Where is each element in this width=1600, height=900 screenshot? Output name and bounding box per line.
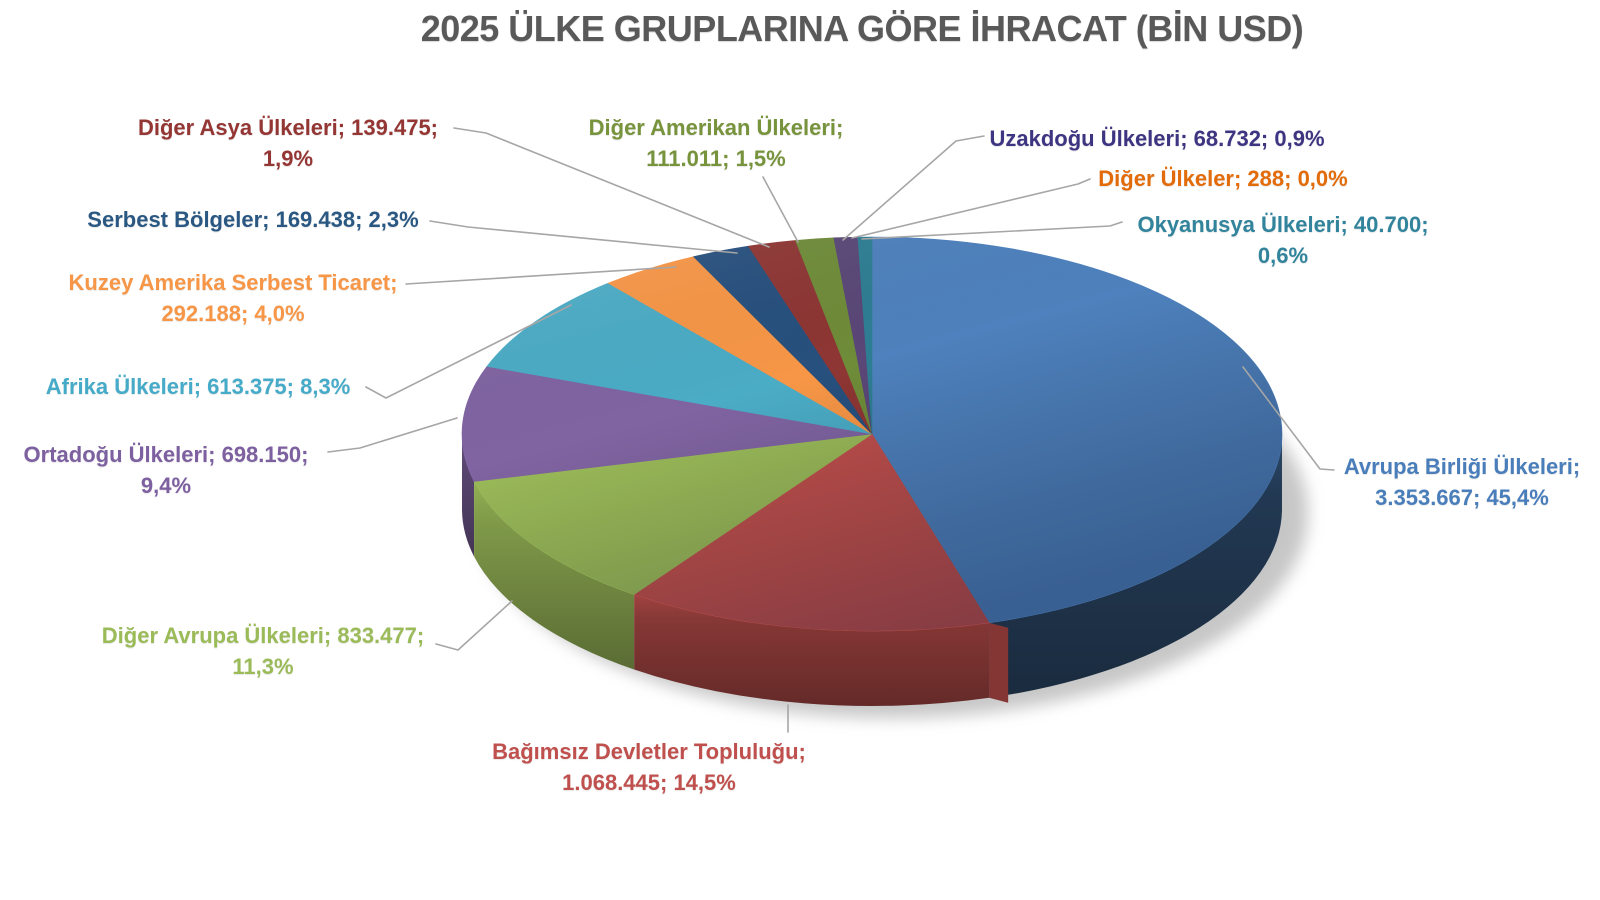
label-afrika-ulkeleri: Afrika Ülkeleri; 613.375; 8,3% xyxy=(46,371,351,402)
label-line: Bağımsız Devletler Topluluğu; xyxy=(492,739,806,764)
leader-line-ortadogu-ulkeleri xyxy=(327,417,458,453)
leader-line-uzakdogu-ulkeleri xyxy=(842,135,985,241)
label-line: 3.353.667; 45,4% xyxy=(1375,485,1549,510)
label-line: 111.011; 1,5% xyxy=(646,146,786,171)
leader-line-diger-amerikan-ulkeleri xyxy=(762,176,799,243)
leader-line-okyanusya-ulkeleri xyxy=(861,221,1123,240)
label-line: Ortadoğu Ülkeleri; 698.150; xyxy=(23,442,309,467)
label-line: 11,3% xyxy=(232,654,294,679)
label-line: Kuzey Amerika Serbest Ticaret; xyxy=(68,270,398,295)
label-kuzey-amerika-serbest-ticaret: Kuzey Amerika Serbest Ticaret; 292.188; 4… xyxy=(69,267,398,329)
leader-line-diger-asya-ulkeleri xyxy=(453,127,770,248)
label-line: Afrika Ülkeleri; 613.375; 8,3% xyxy=(45,374,351,399)
leader-line-serbest-bolgeler xyxy=(429,220,738,254)
label-line: 1,9% xyxy=(262,146,314,171)
label-line: Diğer Asya Ülkeleri; 139.475; xyxy=(137,115,439,140)
label-bagimsiz-devletler-toplulugu: Bağımsız Devletler Topluluğu; 1.068.445; … xyxy=(492,736,806,798)
label-line: Okyanusya Ülkeleri; 40.700; xyxy=(1137,212,1429,237)
leader-line-avrupa-birligi-ulkeleri xyxy=(1242,366,1335,471)
label-line: 9,4% xyxy=(140,473,192,498)
label-line: Uzakdoğu Ülkeleri; 68.732; 0,9% xyxy=(989,126,1325,151)
label-avrupa-birligi-ulkeleri: Avrupa Birliği Ülkeleri; 3.353.667; 45,4% xyxy=(1344,451,1580,513)
label-diger-ulkeler: Diğer Ülkeler; 288; 0,0% xyxy=(1098,163,1347,194)
label-diger-avrupa-ulkeleri: Diğer Avrupa Ülkeleri; 833.477; 11,3% xyxy=(102,620,424,682)
label-line: Diğer Ülkeler; 288; 0,0% xyxy=(1098,166,1348,191)
label-line: Serbest Bölgeler; 169.438; 2,3% xyxy=(87,207,419,232)
label-line: Avrupa Birliği Ülkeleri; xyxy=(1343,454,1581,479)
pie-slice-side-avrupa-birligi-ulkeleri xyxy=(989,435,1282,698)
label-line: 0,6% xyxy=(1257,243,1309,268)
label-serbest-bolgeler: Serbest Bölgeler; 169.438; 2,3% xyxy=(87,204,418,235)
leader-line-diger-ulkeler xyxy=(851,178,1091,239)
chart-title: 2025 ÜLKE GRUPLARINA GÖRE İHRACAT (BİN U… xyxy=(420,8,1304,49)
label-ortadogu-ulkeleri: Ortadoğu Ülkeleri; 698.150; 9,4% xyxy=(24,439,309,501)
pie-slice-radial-wall-bagimsiz-devletler-toplulugu xyxy=(989,622,1009,703)
label-diger-amerikan-ulkeleri: Diğer Amerikan Ülkeleri; 111.011; 1,5% xyxy=(589,112,844,174)
label-line: 1.068.445; 14,5% xyxy=(562,770,736,795)
leader-line-kuzey-amerika-serbest-ticaret xyxy=(405,266,677,285)
label-line: 292.188; 4,0% xyxy=(161,301,305,326)
leader-line-diger-avrupa-ulkeleri xyxy=(435,600,513,651)
label-okyanusya-ulkeleri: Okyanusya Ülkeleri; 40.700; 0,6% xyxy=(1137,209,1428,271)
label-diger-asya-ulkeleri: Diğer Asya Ülkeleri; 139.475; 1,9% xyxy=(138,112,438,174)
label-uzakdogu-ulkeleri: Uzakdoğu Ülkeleri; 68.732; 0,9% xyxy=(989,123,1324,154)
leader-line-afrika-ulkeleri xyxy=(365,304,572,399)
label-line: Diğer Amerikan Ülkeleri; xyxy=(588,115,844,140)
label-line: Diğer Avrupa Ülkeleri; 833.477; xyxy=(101,623,425,648)
